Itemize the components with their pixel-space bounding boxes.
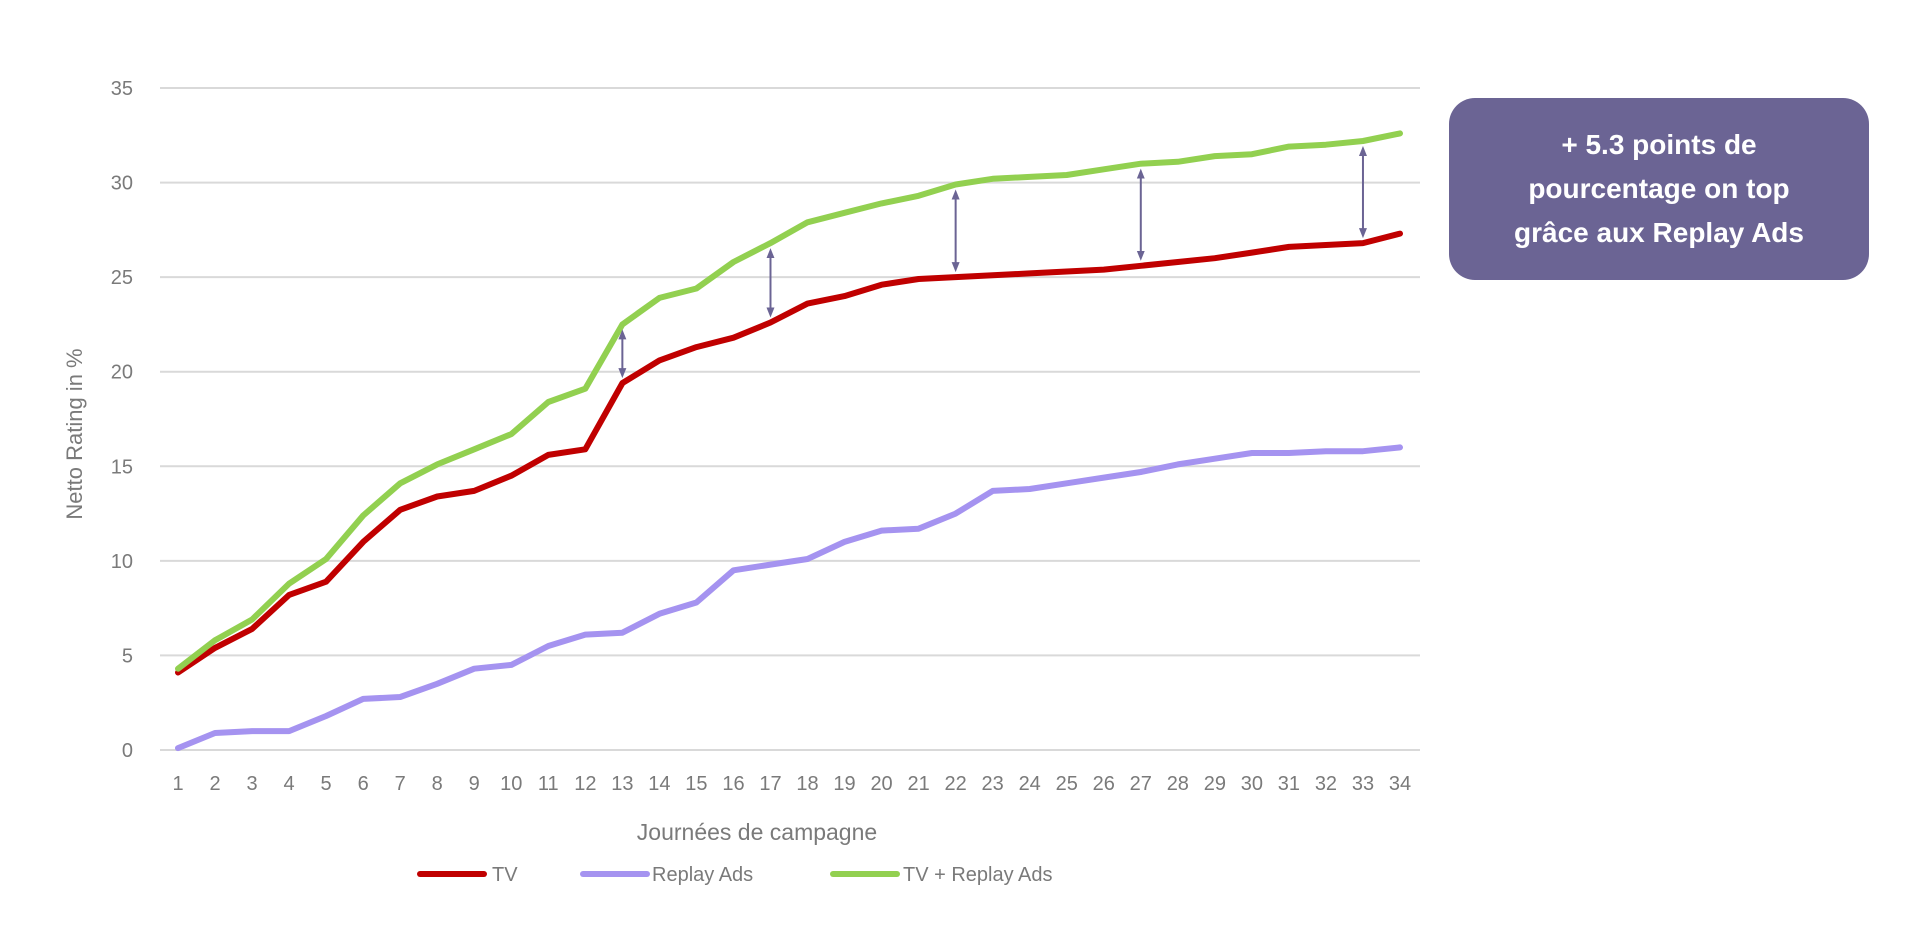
legend-label: Replay Ads	[652, 864, 753, 886]
x-tick-label: 11	[538, 773, 559, 795]
x-tick-labels: 1 2 3 4 5 6 7 8 9 10 11 12 13 14 15 16 17 18 19 20 21 22 23 24 2…	[172, 773, 1411, 795]
x-tick-label: 9	[469, 773, 480, 795]
y-tick-label: 10	[111, 551, 133, 573]
callout-box: + 5.3 points de pourcentage on top grâce…	[1449, 98, 1869, 280]
y-tick-label: 30	[111, 173, 133, 195]
x-axis-label: Journées de campagne	[637, 819, 877, 845]
y-tick-label: 20	[111, 362, 133, 384]
x-tick-label: 26	[1093, 773, 1115, 795]
y-tick-labels: 0 5 10 15 20 25 30 35	[111, 78, 133, 762]
x-tick-label: 21	[907, 773, 929, 795]
y-tick-label: 5	[122, 645, 133, 667]
x-tick-label: 8	[432, 773, 443, 795]
x-tick-label: 2	[209, 773, 220, 795]
callout-line-1: + 5.3 points de	[1561, 129, 1757, 160]
x-tick-label: 17	[759, 773, 781, 795]
x-tick-label: 5	[321, 773, 332, 795]
x-tick-label: 25	[1056, 773, 1078, 795]
x-tick-label: 13	[611, 773, 633, 795]
legend: TV Replay Ads TV + Replay Ads	[417, 864, 1053, 886]
x-tick-label: 33	[1352, 773, 1374, 795]
y-axis-label: Netto Rating in %	[62, 348, 87, 519]
series-line-tv	[175, 230, 1403, 676]
x-tick-label: 14	[648, 773, 670, 795]
x-tick-label: 32	[1315, 773, 1337, 795]
legend-label: TV + Replay Ads	[903, 864, 1053, 886]
x-tick-label: 23	[982, 773, 1004, 795]
x-tick-label: 3	[246, 773, 257, 795]
x-tick-label: 18	[796, 773, 818, 795]
series-line-replay-ads	[175, 444, 1403, 752]
callout-line-2: pourcentage on top	[1528, 173, 1790, 204]
x-tick-label: 30	[1241, 773, 1263, 795]
x-tick-label: 20	[870, 773, 892, 795]
y-tick-label: 15	[111, 456, 133, 478]
x-tick-label: 10	[500, 773, 522, 795]
x-tick-label: 1	[172, 773, 183, 795]
x-tick-label: 15	[685, 773, 707, 795]
x-tick-label: 34	[1389, 773, 1411, 795]
x-tick-label: 29	[1204, 773, 1226, 795]
x-tick-label: 4	[284, 773, 295, 795]
x-tick-label: 6	[358, 773, 369, 795]
x-tick-label: 22	[945, 773, 967, 795]
series-line-tv-replay-ads	[175, 130, 1403, 672]
x-tick-label: 19	[833, 773, 855, 795]
callout-line-3: grâce aux Replay Ads	[1514, 217, 1804, 248]
x-tick-label: 7	[395, 773, 406, 795]
x-tick-label: 27	[1130, 773, 1152, 795]
y-tick-label: 25	[111, 267, 133, 289]
y-tick-label: 35	[111, 78, 133, 100]
difference-arrows	[618, 145, 1367, 379]
x-tick-label: 31	[1278, 773, 1300, 795]
series-lines	[175, 130, 1403, 752]
gridlines	[160, 87, 1420, 751]
x-tick-label: 16	[722, 773, 744, 795]
x-tick-label: 24	[1019, 773, 1041, 795]
legend-label: TV	[492, 864, 518, 886]
x-tick-label: 12	[574, 773, 596, 795]
y-tick-label: 0	[122, 740, 133, 762]
x-tick-label: 28	[1167, 773, 1189, 795]
